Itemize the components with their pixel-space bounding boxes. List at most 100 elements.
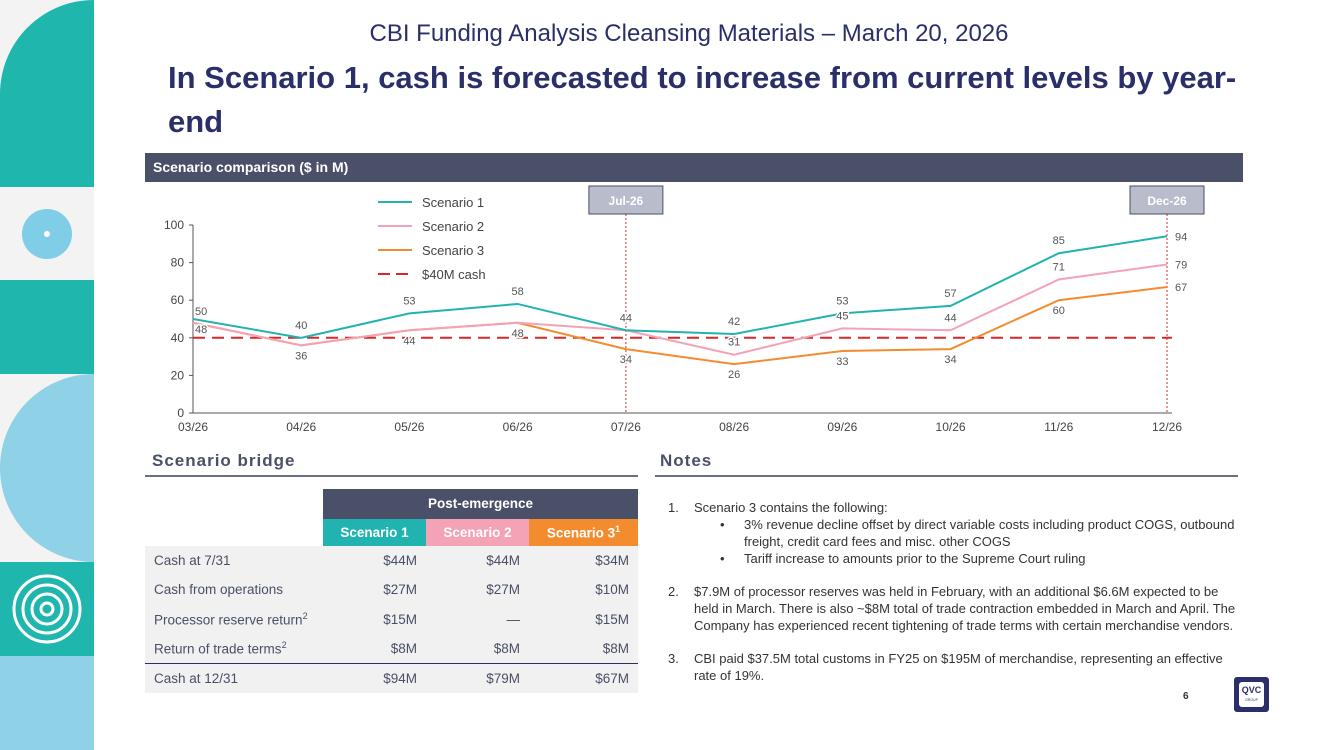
period-marker-label: Dec-26 bbox=[1147, 194, 1187, 208]
data-label: 42 bbox=[728, 316, 740, 328]
data-label: 60 bbox=[1053, 305, 1065, 317]
data-label: 44 bbox=[944, 312, 956, 324]
bridge-row-label-text: Cash at 12/31 bbox=[154, 671, 239, 686]
period-marker-box bbox=[1129, 185, 1205, 215]
legend-label: Scenario 2 bbox=[422, 219, 484, 234]
data-label: 48 bbox=[195, 324, 207, 336]
note-number: 3. bbox=[668, 651, 679, 666]
series-line-scenario-3 bbox=[192, 286, 1168, 366]
bridge-row-label: Processor reserve return2 bbox=[145, 604, 323, 634]
note-item: 3. CBI paid $37.5M total customs in FY25 … bbox=[668, 650, 1238, 684]
bridge-row-label-text: Cash at 7/31 bbox=[154, 552, 231, 568]
footnote-ref: 1 bbox=[615, 523, 621, 534]
x-tick-label: 10/26 bbox=[936, 420, 966, 434]
footnote-ref: 2 bbox=[281, 640, 287, 651]
bridge-cell: $94M bbox=[323, 663, 426, 693]
data-label: 53 bbox=[836, 295, 848, 307]
bridge-col-scenario-3: Scenario 31 bbox=[529, 518, 638, 546]
bridge-cell: $27M bbox=[323, 575, 426, 605]
data-label: 67 bbox=[1175, 282, 1187, 294]
data-label: 50 bbox=[195, 306, 207, 318]
footnote-ref: 2 bbox=[302, 611, 308, 621]
period-marker-label: Jul-26 bbox=[609, 194, 644, 208]
y-tick-label: 60 bbox=[171, 293, 185, 307]
x-tick-label: 07/26 bbox=[611, 420, 641, 434]
bridge-section-title: Scenario bridge bbox=[152, 451, 296, 470]
y-tick-label: 80 bbox=[171, 256, 185, 270]
bridge-row-label-text: Processor reserve return bbox=[154, 612, 303, 628]
bridge-cell: $44M bbox=[426, 545, 529, 575]
x-tick-label: 03/26 bbox=[178, 420, 208, 434]
bridge-col-scenario-1: Scenario 1 bbox=[323, 518, 426, 546]
note-text: CBI paid $37.5M total customs in FY25 on… bbox=[694, 651, 1223, 683]
concentric-circles-icon bbox=[12, 574, 82, 644]
notes-list: 1. Scenario 3 contains the following:3% r… bbox=[668, 499, 1238, 700]
sidebar-block-teal bbox=[0, 280, 94, 374]
data-label: 34 bbox=[620, 354, 632, 366]
bridge-column-header-row: Scenario 1 Scenario 2 Scenario 31 bbox=[145, 518, 638, 546]
bridge-cell: $34M bbox=[529, 545, 638, 575]
notes-section-title: Notes bbox=[660, 451, 713, 470]
sidebar-block-dot bbox=[0, 187, 94, 280]
note-text: $7.9M of processor reserves was held in … bbox=[694, 584, 1236, 633]
bridge-row-label: Cash at 12/31 bbox=[145, 663, 323, 693]
data-label: 44 bbox=[620, 312, 632, 324]
bridge-cell: $27M bbox=[426, 575, 529, 605]
period-marker-box bbox=[588, 185, 664, 215]
data-label: 79 bbox=[1175, 259, 1187, 271]
note-bullet: 3% revenue decline offset by direct vari… bbox=[720, 516, 1238, 550]
x-tick-label: 11/26 bbox=[1044, 420, 1073, 434]
notes-section-rule bbox=[655, 475, 1238, 477]
bridge-row: Return of trade terms2 $8M $8M $8M bbox=[145, 634, 638, 664]
bridge-cell: $15M bbox=[529, 604, 638, 634]
bridge-cell: $8M bbox=[323, 634, 426, 664]
x-tick-label: 06/26 bbox=[503, 420, 533, 434]
data-label: 33 bbox=[836, 356, 848, 368]
note-item: 2. $7.9M of processor reserves was held i… bbox=[668, 583, 1238, 634]
data-label: 58 bbox=[512, 286, 524, 298]
note-number: 2. bbox=[668, 584, 679, 599]
bridge-row: Cash from operations $27M $27M $10M bbox=[145, 575, 638, 605]
bridge-row: Cash at 12/31 $94M $79M $67M bbox=[145, 663, 638, 693]
decorative-sidebar bbox=[0, 0, 94, 750]
bridge-group-header: Post-emergence bbox=[323, 489, 638, 519]
bridge-row-label: Cash at 7/31 bbox=[145, 545, 323, 575]
note-number: 1. bbox=[668, 500, 679, 515]
logo-inner: QVC GROUP bbox=[1239, 682, 1264, 707]
qvc-group-logo: QVC GROUP bbox=[1234, 677, 1269, 712]
note-item: 1. Scenario 3 contains the following:3% r… bbox=[668, 499, 1238, 567]
page-subtitle: CBI Funding Analysis Cleansing Materials… bbox=[369, 20, 1009, 47]
bridge-section-rule bbox=[145, 475, 638, 477]
data-label: 57 bbox=[944, 288, 956, 300]
note-body: CBI paid $37.5M total customs in FY25 on… bbox=[694, 650, 1238, 684]
note-bullets: 3% revenue decline offset by direct vari… bbox=[694, 516, 1238, 567]
bridge-col-scenario-3-label: Scenario 3 bbox=[546, 525, 616, 541]
data-label: 45 bbox=[836, 310, 848, 322]
note-bullet: Tariff increase to amounts prior to the … bbox=[720, 550, 1238, 567]
bridge-row-label: Cash from operations bbox=[145, 575, 323, 605]
series-line-scenario-2 bbox=[192, 263, 1168, 356]
bridge-cell: $15M bbox=[323, 604, 426, 634]
y-tick-label: 40 bbox=[171, 331, 185, 345]
x-tick-label: 04/26 bbox=[286, 420, 316, 434]
sidebar-block-target bbox=[0, 562, 94, 656]
scenario-line-chart: 0 20 40 60 80 100 03/26 04/26 05/26 06/26 07/26 08/… bbox=[164, 185, 1205, 434]
x-tick-label: 08/26 bbox=[719, 420, 749, 434]
bridge-row-label: Return of trade terms2 bbox=[145, 634, 323, 664]
data-label: 26 bbox=[728, 369, 740, 381]
data-label: 31 bbox=[728, 337, 740, 349]
series-line-scenario-1 bbox=[192, 235, 1168, 339]
chart-panel-header: Scenario comparison ($ in M) bbox=[145, 153, 1243, 182]
scenario-bridge-table: Post-emergence Scenario 1 Scenario 2 Sce… bbox=[145, 489, 638, 693]
page-title: In Scenario 1, cash is forecasted to inc… bbox=[168, 60, 1237, 139]
bridge-row: Cash at 7/31 $44M $44M $34M bbox=[145, 545, 638, 575]
bridge-row-label-text: Cash from operations bbox=[154, 582, 284, 598]
bridge-row: Processor reserve return2 $15M — $15M bbox=[145, 604, 638, 634]
bridge-cell: $10M bbox=[529, 575, 638, 605]
bridge-cell: $79M bbox=[426, 663, 529, 693]
sidebar-block-blue-half-circle bbox=[0, 374, 94, 562]
x-tick-label: 05/26 bbox=[394, 420, 424, 434]
bridge-group-header-row: Post-emergence bbox=[145, 489, 638, 519]
y-tick-label: 100 bbox=[164, 218, 184, 232]
data-label: 36 bbox=[295, 350, 307, 362]
